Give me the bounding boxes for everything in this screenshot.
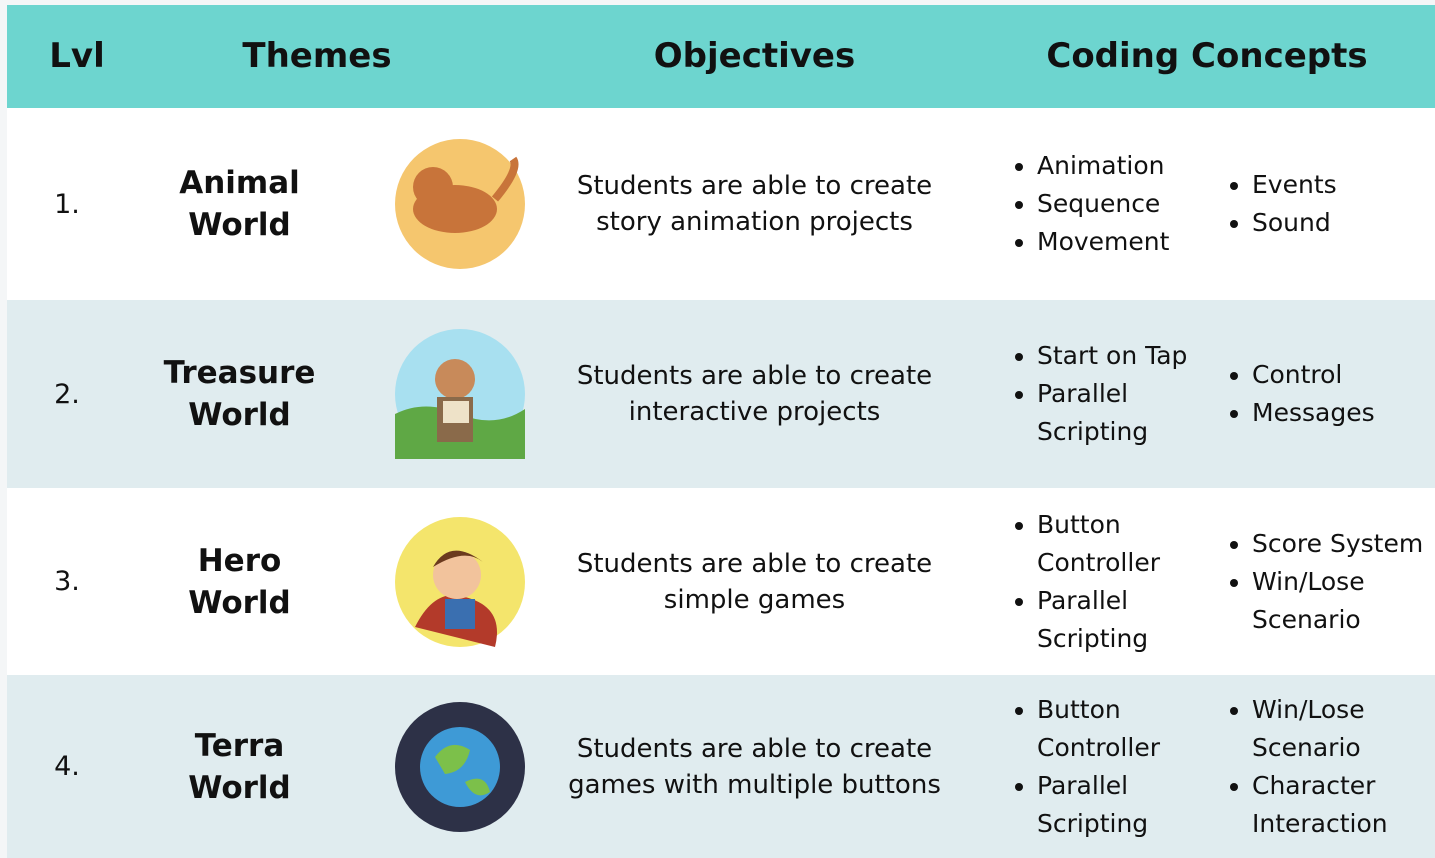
table-row: 3. Hero World Students are able to create … bbox=[7, 488, 1435, 675]
concept-list: Win/Lose ScenarioCharacter Interaction bbox=[1212, 691, 1427, 843]
objective: Students are able to create interactive … bbox=[576, 361, 933, 427]
theme-illustration bbox=[394, 516, 525, 647]
coding-concepts: Button ControllerParallel ScriptingWin/L… bbox=[997, 675, 1427, 858]
concept: Parallel Scripting bbox=[1037, 582, 1212, 658]
concept: Control bbox=[1252, 356, 1427, 394]
theme-illustration bbox=[394, 701, 525, 832]
objective: Students are able to create story animat… bbox=[576, 171, 933, 237]
concept-list: Start on TapParallel Scripting bbox=[997, 337, 1212, 451]
objective: Students are able to create simple games bbox=[576, 548, 933, 615]
concept: Score System bbox=[1252, 525, 1427, 563]
concept: Messages bbox=[1252, 394, 1427, 432]
table-row: 1. Animal World Students are able to creat… bbox=[7, 108, 1435, 300]
coding-concepts: AnimationSequenceMovementEventsSound bbox=[997, 108, 1427, 300]
header-cell: Objectives bbox=[653, 36, 856, 76]
theme-name: Animal World bbox=[179, 165, 300, 243]
header-cell: Coding Concepts bbox=[1046, 36, 1368, 76]
concept: Animation bbox=[1037, 147, 1212, 185]
level: 1. bbox=[54, 188, 80, 220]
concept-list: Score SystemWin/Lose Scenario bbox=[1212, 525, 1427, 639]
concept: Events bbox=[1252, 166, 1427, 204]
concept-list: AnimationSequenceMovement bbox=[997, 147, 1212, 261]
concept: Parallel Scripting bbox=[1037, 767, 1212, 843]
table-row: 4. Terra World Students are able to create… bbox=[7, 675, 1435, 858]
concept-list: ControlMessages bbox=[1212, 356, 1427, 432]
theme-name: Hero World bbox=[188, 542, 291, 621]
concept: Movement bbox=[1037, 223, 1212, 261]
concept: Character Interaction bbox=[1252, 767, 1427, 843]
concept: Win/Lose Scenario bbox=[1252, 563, 1427, 639]
theme-image bbox=[392, 108, 527, 300]
header-cell: Lvl bbox=[49, 36, 105, 76]
header-cell: Themes bbox=[242, 36, 392, 76]
concept-list: EventsSound bbox=[1212, 166, 1427, 242]
concept: Start on Tap bbox=[1037, 337, 1212, 375]
theme-name: Treasure World bbox=[163, 355, 316, 433]
concept-list: Button ControllerParallel Scripting bbox=[997, 691, 1212, 843]
concept: Parallel Scripting bbox=[1037, 375, 1212, 451]
theme-image bbox=[392, 300, 527, 488]
theme-image bbox=[392, 488, 527, 675]
concept: Button Controller bbox=[1037, 506, 1212, 582]
level: 4. bbox=[54, 751, 80, 782]
concept: Sequence bbox=[1037, 185, 1212, 223]
level: 3. bbox=[54, 566, 80, 597]
coding-concepts: Button ControllerParallel ScriptingScore… bbox=[997, 488, 1427, 675]
theme-image bbox=[392, 675, 527, 858]
concept: Sound bbox=[1252, 204, 1427, 242]
theme-illustration bbox=[394, 139, 525, 269]
objective: Students are able to create games with m… bbox=[568, 733, 941, 800]
table-header: Lvl Themes Objectives Coding Concepts bbox=[7, 5, 1435, 108]
concept: Button Controller bbox=[1037, 691, 1212, 767]
theme-name: Terra World bbox=[188, 727, 291, 806]
level: 2. bbox=[54, 378, 80, 410]
table-row: 2. Treasure World Students are able to cre… bbox=[7, 300, 1435, 488]
theme-illustration bbox=[394, 329, 525, 459]
concept-list: Button ControllerParallel Scripting bbox=[997, 506, 1212, 658]
coding-concepts: Start on TapParallel ScriptingControlMes… bbox=[997, 300, 1427, 488]
concept: Win/Lose Scenario bbox=[1252, 691, 1427, 767]
